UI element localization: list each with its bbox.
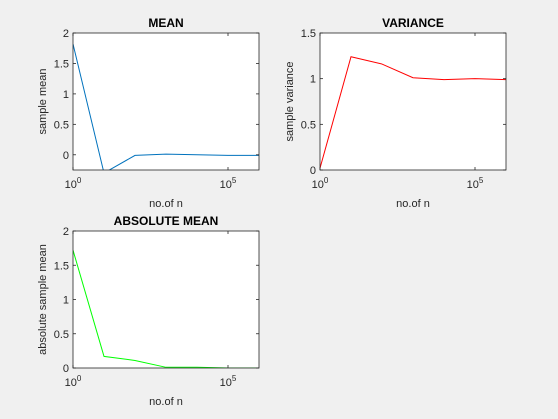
y-tick-label: 0.5	[54, 119, 69, 131]
y-axis-label: sample mean	[37, 68, 49, 134]
plot-area	[320, 33, 506, 170]
axes-box	[72, 32, 260, 171]
y-tick-label: 0.5	[54, 329, 69, 341]
y-tick-label: 1	[63, 295, 69, 307]
x-axis-label: no.of n	[149, 198, 183, 210]
y-tick-label: 1.5	[54, 58, 69, 70]
plot-area	[73, 33, 259, 170]
subplot-1: 0 0.5 1 1.5 2 100 105 MEAN no.of n sample mean	[37, 16, 260, 210]
x-tick-label: 100	[65, 176, 82, 191]
y-tick-label: 0	[310, 165, 316, 177]
chart-title: ABSOLUTE MEAN	[114, 214, 219, 228]
y-tick-label: 1.5	[54, 260, 69, 272]
series-line	[73, 250, 259, 368]
x-tick-label: 100	[312, 176, 329, 191]
y-tick-label: 0.5	[301, 119, 316, 131]
x-tick-label: 105	[220, 176, 237, 191]
x-axis-label: no.of n	[396, 198, 430, 210]
series-line	[73, 43, 259, 170]
subplot-3: 0 0.5 1 1.5 2 100 105 ABSOLUTE MEAN no.of n absol…	[37, 214, 260, 408]
chart-title: VARIANCE	[382, 16, 444, 30]
series-line	[320, 56, 506, 169]
y-tick-label: 1.5	[301, 28, 316, 40]
y-axis-label: absolute sample mean	[37, 244, 49, 355]
y-tick-label: 1	[310, 74, 316, 86]
subplot-2: 0 0.5 1 1.5 100 105 VARIANCE no.of n sample vari…	[284, 16, 507, 210]
y-tick-label: 0	[63, 363, 69, 375]
y-tick-label: 2	[63, 28, 69, 40]
x-tick-label: 100	[65, 374, 82, 389]
y-tick-label: 2	[63, 226, 69, 238]
chart-title: MEAN	[148, 16, 183, 30]
y-tick-label: 1	[63, 89, 69, 101]
x-tick-label: 105	[467, 176, 484, 191]
axes-box	[319, 32, 507, 171]
x-tick-label: 105	[220, 374, 237, 389]
y-axis-label: sample variance	[284, 61, 296, 141]
x-axis-label: no.of n	[149, 396, 183, 408]
y-tick-label: 0	[63, 150, 69, 162]
plot-area	[73, 231, 259, 368]
